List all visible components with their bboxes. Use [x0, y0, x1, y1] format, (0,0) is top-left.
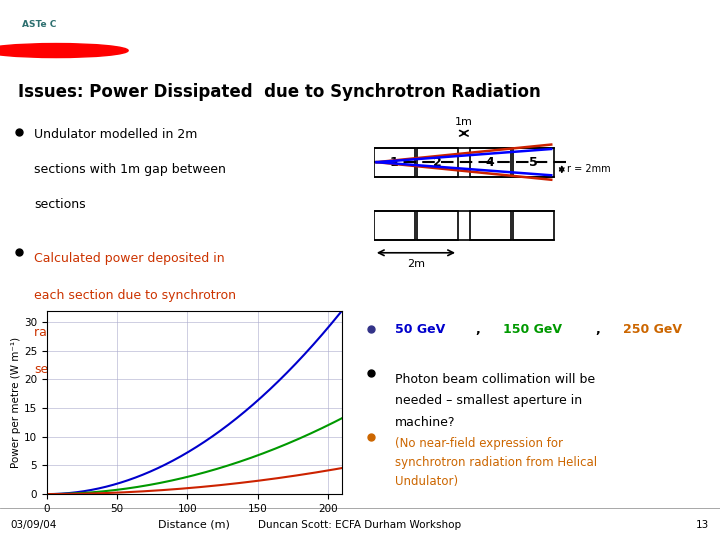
- X-axis label: Distance (m): Distance (m): [158, 519, 230, 529]
- Bar: [418, 211, 458, 240]
- Text: Issues: Power Dissipated  due to Synchrotron Radiation: Issues: Power Dissipated due to Synchrot…: [18, 83, 541, 101]
- Text: 1m: 1m: [455, 118, 473, 127]
- Text: 1: 1: [390, 156, 399, 168]
- Text: r = 2mm: r = 2mm: [567, 164, 611, 174]
- Circle shape: [0, 3, 313, 56]
- Bar: [418, 148, 458, 177]
- Text: 50 GeV: 50 GeV: [395, 322, 446, 336]
- Text: sections: sections: [34, 363, 86, 376]
- Text: 250 GeV: 250 GeV: [624, 322, 682, 336]
- Text: 13: 13: [696, 520, 709, 530]
- Text: ,: ,: [596, 322, 606, 336]
- Text: ,: ,: [476, 322, 485, 336]
- Text: 150 GeV: 150 GeV: [503, 322, 562, 336]
- Text: machine?: machine?: [395, 416, 456, 429]
- Circle shape: [0, 44, 128, 58]
- Y-axis label: Power per metre (W m⁻¹): Power per metre (W m⁻¹): [11, 337, 21, 468]
- Text: each section due to synchrotron: each section due to synchrotron: [34, 289, 236, 302]
- Text: Calculated power deposited in: Calculated power deposited in: [34, 252, 225, 265]
- Text: ASTe C: ASTe C: [22, 20, 57, 29]
- Text: sections: sections: [34, 198, 86, 211]
- Bar: [513, 211, 554, 240]
- Text: 03/09/04: 03/09/04: [11, 520, 57, 530]
- Text: sections with 1m gap between: sections with 1m gap between: [34, 163, 226, 176]
- Bar: [374, 148, 415, 177]
- Text: synchrotron radiation from Helical: synchrotron radiation from Helical: [395, 456, 598, 469]
- Text: Accelerator Science and Technology Centre: Accelerator Science and Technology Centr…: [516, 27, 713, 36]
- Text: Undulator modelled in 2m: Undulator modelled in 2m: [34, 128, 197, 141]
- Text: 2: 2: [433, 156, 442, 168]
- Text: Duncan Scott: ECFA Durham Workshop: Duncan Scott: ECFA Durham Workshop: [258, 520, 462, 530]
- Text: 5: 5: [529, 156, 538, 168]
- Bar: [470, 148, 510, 177]
- Text: (No near-field expression for: (No near-field expression for: [395, 437, 563, 450]
- Text: radiation produced in previous: radiation produced in previous: [34, 326, 226, 339]
- Bar: [470, 211, 510, 240]
- Text: Photon beam collimation will be: Photon beam collimation will be: [395, 373, 595, 386]
- Bar: [513, 148, 554, 177]
- Text: 2m: 2m: [407, 259, 425, 269]
- Text: needed – smallest aperture in: needed – smallest aperture in: [395, 394, 582, 407]
- Bar: [374, 211, 415, 240]
- Text: Undulator): Undulator): [395, 475, 459, 488]
- Text: 4: 4: [486, 156, 495, 168]
